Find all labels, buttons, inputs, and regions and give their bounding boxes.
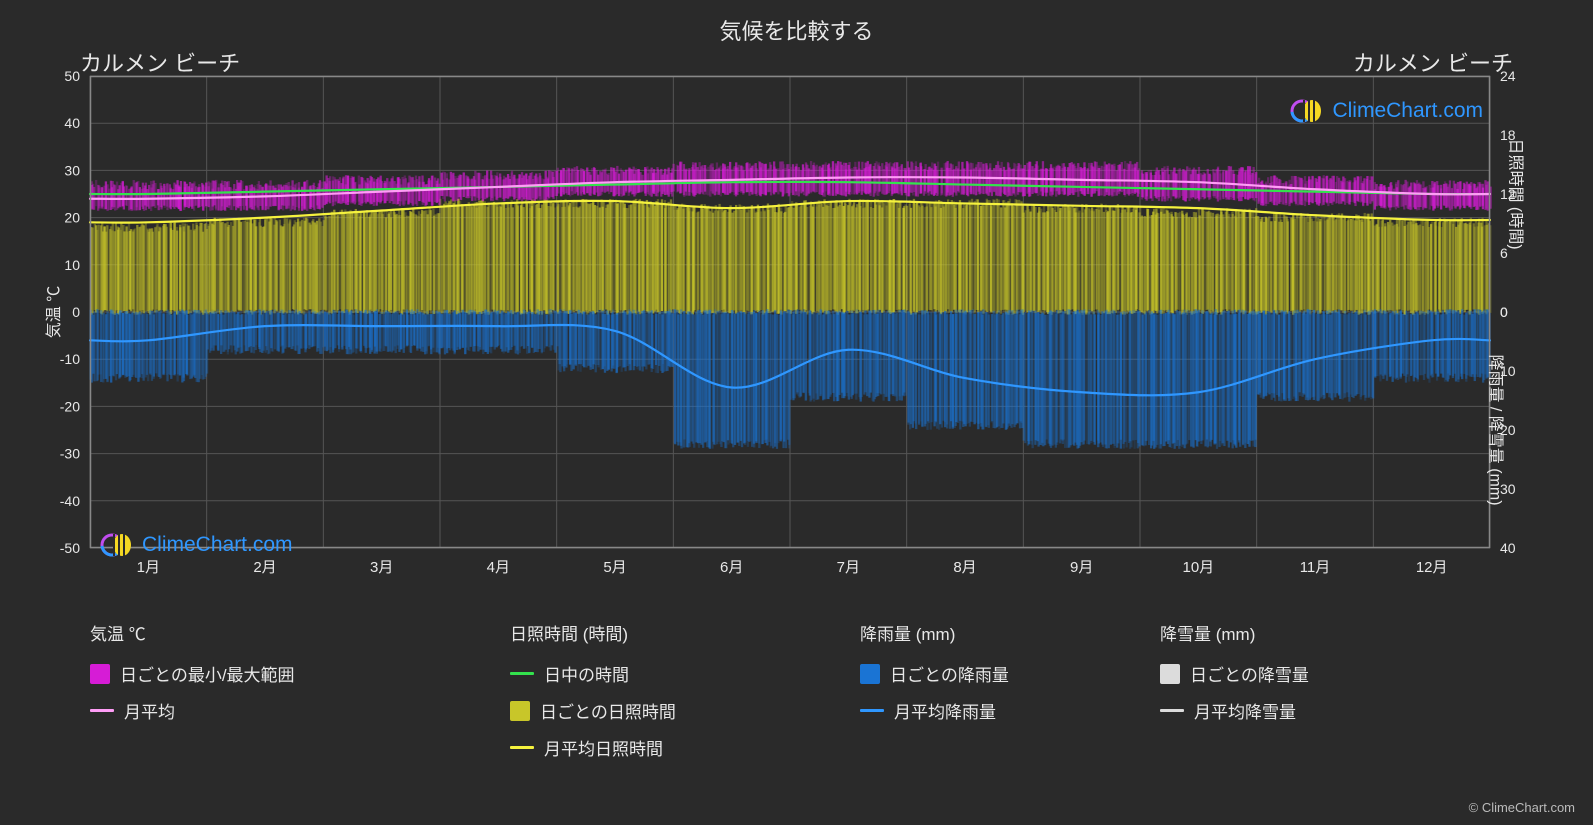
svg-text:24: 24 bbox=[1500, 68, 1516, 84]
svg-text:-20: -20 bbox=[60, 398, 80, 414]
svg-text:-30: -30 bbox=[60, 446, 80, 462]
legend-swatch-square bbox=[510, 701, 530, 721]
climate-chart-svg: -50-40-30-20-100102030405006121824010203… bbox=[90, 76, 1490, 548]
chart-title: 気候を比較する bbox=[0, 14, 1593, 46]
svg-text:30: 30 bbox=[64, 162, 80, 178]
svg-text:10: 10 bbox=[64, 257, 80, 273]
legend-item: 月平均降雪量 bbox=[1160, 698, 1460, 723]
legend-swatch-line bbox=[90, 709, 114, 712]
legend-item-label: 日ごとの最小/最大範囲 bbox=[120, 661, 295, 686]
legend-swatch-square bbox=[860, 664, 880, 684]
legend-item: 日ごとの日照時間 bbox=[510, 698, 860, 723]
svg-text:4月: 4月 bbox=[487, 559, 510, 576]
legend-group: 降雪量 (mm) 日ごとの降雪量月平均降雪量 bbox=[1160, 620, 1460, 760]
svg-text:11月: 11月 bbox=[1300, 559, 1331, 576]
left-axis-title-wrap: 気温 ℃ bbox=[26, 76, 46, 548]
watermark-top: ClimeChart.com bbox=[1290, 96, 1483, 126]
climechart-logo-icon bbox=[100, 530, 134, 560]
location-label-left: カルメン ビーチ bbox=[80, 46, 240, 78]
watermark-text: ClimeChart.com bbox=[142, 533, 293, 557]
svg-text:50: 50 bbox=[64, 68, 80, 84]
legend-swatch-line bbox=[1160, 709, 1184, 712]
legend-item-label: 日ごとの降雪量 bbox=[1190, 661, 1309, 686]
legend-group: 日照時間 (時間) 日中の時間日ごとの日照時間月平均日照時間 bbox=[510, 620, 860, 760]
legend-item-label: 月平均日照時間 bbox=[544, 735, 663, 760]
legend-item-label: 日ごとの降雨量 bbox=[890, 661, 1009, 686]
svg-text:7月: 7月 bbox=[837, 559, 860, 576]
legend-group-head: 日照時間 (時間) bbox=[510, 620, 860, 645]
svg-text:1月: 1月 bbox=[137, 559, 160, 576]
right-axis-bottom-title: 降雨量 / 降雪量 (mm) bbox=[1485, 354, 1509, 505]
plot-area: -50-40-30-20-100102030405006121824010203… bbox=[90, 76, 1490, 548]
legend-group: 気温 ℃ 日ごとの最小/最大範囲月平均 bbox=[90, 620, 510, 760]
svg-text:5月: 5月 bbox=[603, 559, 626, 576]
legend-item-label: 月平均降雪量 bbox=[1194, 698, 1296, 723]
legend-item: 日中の時間 bbox=[510, 661, 860, 686]
svg-text:2月: 2月 bbox=[253, 559, 276, 576]
svg-text:8月: 8月 bbox=[953, 559, 976, 576]
watermark-bottom: ClimeChart.com bbox=[100, 530, 293, 560]
right-axis-top-title-wrap: 日照時間 (時間) bbox=[1553, 76, 1573, 312]
legend-item: 月平均降雨量 bbox=[860, 698, 1160, 723]
svg-text:9月: 9月 bbox=[1070, 559, 1093, 576]
legend-item: 日ごとの最小/最大範囲 bbox=[90, 661, 510, 686]
legend-item-label: 日ごとの日照時間 bbox=[540, 698, 676, 723]
location-label-right: カルメン ビーチ bbox=[1353, 46, 1513, 78]
left-axis-title: 気温 ℃ bbox=[40, 286, 64, 338]
right-axis-bottom-title-wrap: 降雨量 / 降雪量 (mm) bbox=[1553, 312, 1573, 548]
legend-item: 日ごとの降雨量 bbox=[860, 661, 1160, 686]
svg-text:40: 40 bbox=[1500, 540, 1516, 556]
legend-item: 月平均 bbox=[90, 698, 510, 723]
legend-group-head: 降雨量 (mm) bbox=[860, 620, 1160, 645]
legend-swatch-square bbox=[90, 664, 110, 684]
climechart-logo-icon bbox=[1290, 96, 1324, 126]
legend-item: 日ごとの降雪量 bbox=[1160, 661, 1460, 686]
legend-swatch-line bbox=[860, 709, 884, 712]
svg-text:0: 0 bbox=[72, 304, 80, 320]
legend-item-label: 月平均降雨量 bbox=[894, 698, 996, 723]
climate-chart-root: 気候を比較する カルメン ビーチ カルメン ビーチ -50-40-30-20-1… bbox=[0, 0, 1593, 825]
legend-item-label: 月平均 bbox=[124, 698, 175, 723]
svg-text:-40: -40 bbox=[60, 493, 80, 509]
svg-text:0: 0 bbox=[1500, 304, 1508, 320]
svg-text:-50: -50 bbox=[60, 540, 80, 556]
legend-group: 降雨量 (mm) 日ごとの降雨量月平均降雨量 bbox=[860, 620, 1160, 760]
svg-text:10月: 10月 bbox=[1182, 559, 1214, 576]
legend-swatch-line bbox=[510, 672, 534, 675]
svg-text:12月: 12月 bbox=[1416, 559, 1448, 576]
watermark-text: ClimeChart.com bbox=[1332, 99, 1483, 123]
copyright-text: © ClimeChart.com bbox=[1469, 800, 1575, 815]
svg-text:20: 20 bbox=[64, 210, 80, 226]
svg-text:3月: 3月 bbox=[370, 559, 393, 576]
legend: 気温 ℃ 日ごとの最小/最大範囲月平均 日照時間 (時間) 日中の時間日ごとの日照時間… bbox=[90, 620, 1490, 760]
svg-text:40: 40 bbox=[64, 115, 80, 131]
right-axis-top-title: 日照時間 (時間) bbox=[1505, 138, 1529, 249]
legend-swatch-square bbox=[1160, 664, 1180, 684]
svg-text:-10: -10 bbox=[60, 351, 80, 367]
legend-group-head: 気温 ℃ bbox=[90, 620, 510, 645]
legend-group-head: 降雪量 (mm) bbox=[1160, 620, 1460, 645]
legend-swatch-line bbox=[510, 746, 534, 749]
legend-item-label: 日中の時間 bbox=[544, 661, 629, 686]
svg-text:6月: 6月 bbox=[720, 559, 743, 576]
legend-item: 月平均日照時間 bbox=[510, 735, 860, 760]
